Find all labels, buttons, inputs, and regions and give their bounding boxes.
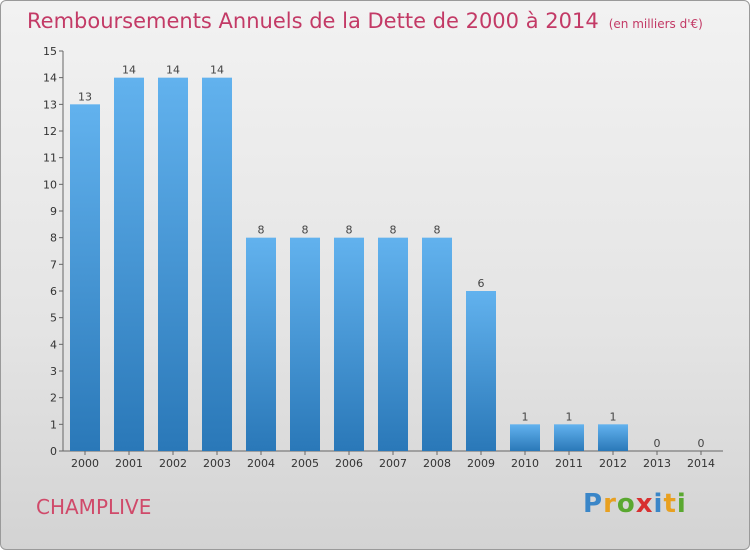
x-tick-label: 2006 [335,457,363,470]
bar [246,237,276,451]
logo-letter: r [603,489,617,519]
x-tick-label: 2010 [511,457,539,470]
chart-title: Remboursements Annuels de la Dette de 20… [27,9,599,33]
logo-letter: t [663,489,677,519]
bar [378,237,408,451]
chart-unit: (en milliers d'€) [608,17,703,31]
y-tick-label: 1 [50,418,57,431]
x-tick-label: 2001 [115,457,143,470]
y-tick-label: 9 [50,205,57,218]
data-label: 14 [210,64,224,77]
data-label: 8 [434,224,441,237]
logo-letter: i [653,489,664,519]
y-tick-label: 11 [43,152,57,165]
data-label: 8 [390,224,397,237]
y-tick-label: 10 [43,178,57,191]
y-tick-label: 13 [43,98,57,111]
data-label: 8 [346,224,353,237]
x-tick-label: 2003 [203,457,231,470]
x-tick-label: 2005 [291,457,319,470]
bar [598,424,628,451]
bar [158,77,188,452]
bar [70,104,100,451]
y-tick-label: 14 [43,72,57,85]
x-tick-label: 2011 [555,457,583,470]
y-tick-label: 5 [50,312,57,325]
data-label: 14 [166,64,180,77]
x-tick-label: 2014 [687,457,715,470]
data-label: 6 [478,277,485,290]
logo-letter: o [616,489,636,519]
bar [114,77,144,452]
data-label: 13 [78,90,92,103]
data-label: 1 [610,410,617,423]
y-tick-label: 3 [50,365,57,378]
bar [202,77,232,452]
bar [290,237,320,451]
data-label: 0 [654,437,661,450]
x-tick-label: 2007 [379,457,407,470]
bar [422,237,452,451]
y-tick-label: 8 [50,232,57,245]
data-label: 1 [566,410,573,423]
x-tick-label: 2002 [159,457,187,470]
y-tick-label: 7 [50,258,57,271]
x-tick-label: 2009 [467,457,495,470]
bar [466,291,496,451]
data-label: 1 [522,410,529,423]
data-label: 0 [698,437,705,450]
bar [554,424,584,451]
logo-letter: i [676,489,687,519]
bar [510,424,540,451]
data-label: 8 [258,224,265,237]
x-tick-label: 2004 [247,457,275,470]
y-tick-label: 2 [50,392,57,405]
x-tick-label: 2012 [599,457,627,470]
bar [334,237,364,451]
y-tick-label: 4 [50,338,57,351]
x-tick-label: 2008 [423,457,451,470]
y-tick-label: 0 [50,445,57,458]
data-label: 8 [302,224,309,237]
proxiti-logo: Proxiti [583,489,687,519]
y-tick-label: 12 [43,125,57,138]
y-tick-label: 15 [43,45,57,58]
logo-letter: P [583,489,604,519]
chart-title-block: Remboursements Annuels de la Dette de 20… [27,9,703,33]
logo-letter: x [635,489,654,519]
y-tick-label: 6 [50,285,57,298]
x-tick-label: 2013 [643,457,671,470]
data-label: 14 [122,64,136,77]
x-tick-label: 2000 [71,457,99,470]
commune-name: CHAMPLIVE [36,495,152,519]
